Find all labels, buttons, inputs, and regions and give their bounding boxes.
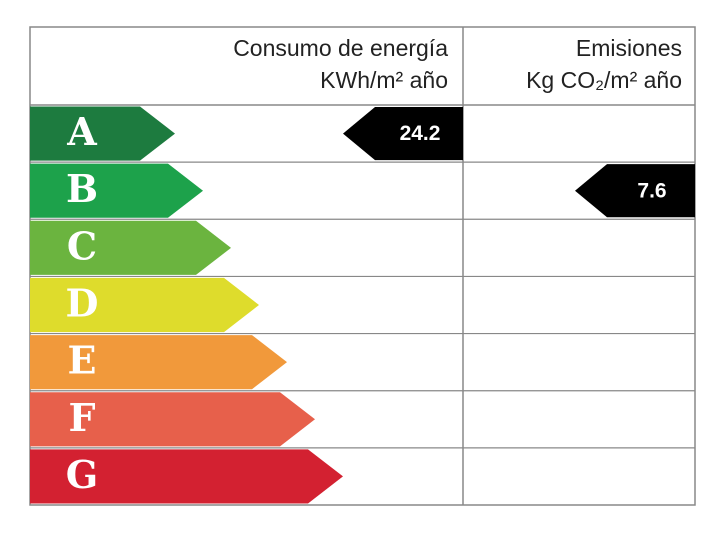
rating-letter: E — [68, 338, 97, 383]
rating-letter: F — [69, 395, 96, 440]
emissions-title: Emisiones — [576, 35, 682, 61]
rating-letter: B — [66, 166, 98, 211]
rating-arrow — [30, 277, 259, 333]
rating-arrow — [30, 106, 175, 161]
rating-letter: C — [67, 223, 97, 268]
rating-letter: D — [66, 281, 99, 326]
rating-arrow — [30, 392, 315, 447]
consumption-unit: KWh/m² año — [320, 67, 448, 93]
consumption-title: Consumo de energía — [233, 35, 448, 61]
emissions-value: 7.6 — [637, 179, 666, 202]
rating-letter: G — [66, 452, 98, 497]
rating-arrow — [30, 449, 343, 504]
consumption-value: 24.2 — [400, 122, 441, 145]
consumption-indicator — [343, 107, 463, 161]
rating-letter: A — [66, 109, 97, 154]
rating-arrow — [30, 220, 231, 275]
rating-arrow — [30, 335, 287, 390]
emissions-indicator — [575, 164, 695, 218]
rating-arrow — [30, 163, 203, 218]
emissions-unit: Kg CO₂/m² año — [526, 67, 682, 93]
